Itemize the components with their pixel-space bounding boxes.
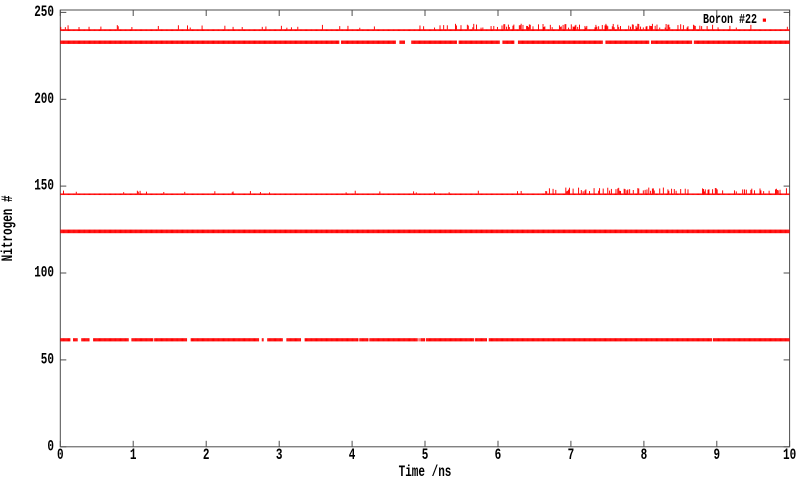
svg-text:150: 150: [34, 178, 54, 195]
svg-text:7: 7: [568, 447, 575, 464]
svg-text:9: 9: [713, 447, 720, 464]
svg-text:0: 0: [47, 439, 54, 456]
svg-text:1: 1: [130, 447, 137, 464]
svg-text:50: 50: [41, 352, 54, 369]
svg-text:Boron #22: Boron #22: [703, 11, 757, 27]
svg-text:0: 0: [57, 447, 64, 464]
svg-text:5: 5: [422, 447, 429, 464]
svg-text:6: 6: [495, 447, 502, 464]
svg-text:4: 4: [349, 447, 356, 464]
svg-text:8: 8: [641, 447, 648, 464]
svg-text:10: 10: [783, 447, 796, 464]
svg-text:2: 2: [203, 447, 210, 464]
svg-text:3: 3: [276, 447, 283, 464]
svg-text:Time /ns: Time /ns: [399, 464, 452, 480]
svg-text:Nitrogen #: Nitrogen #: [0, 195, 17, 261]
svg-text:250: 250: [34, 4, 54, 21]
svg-text:100: 100: [34, 265, 54, 282]
svg-text:200: 200: [34, 91, 54, 108]
